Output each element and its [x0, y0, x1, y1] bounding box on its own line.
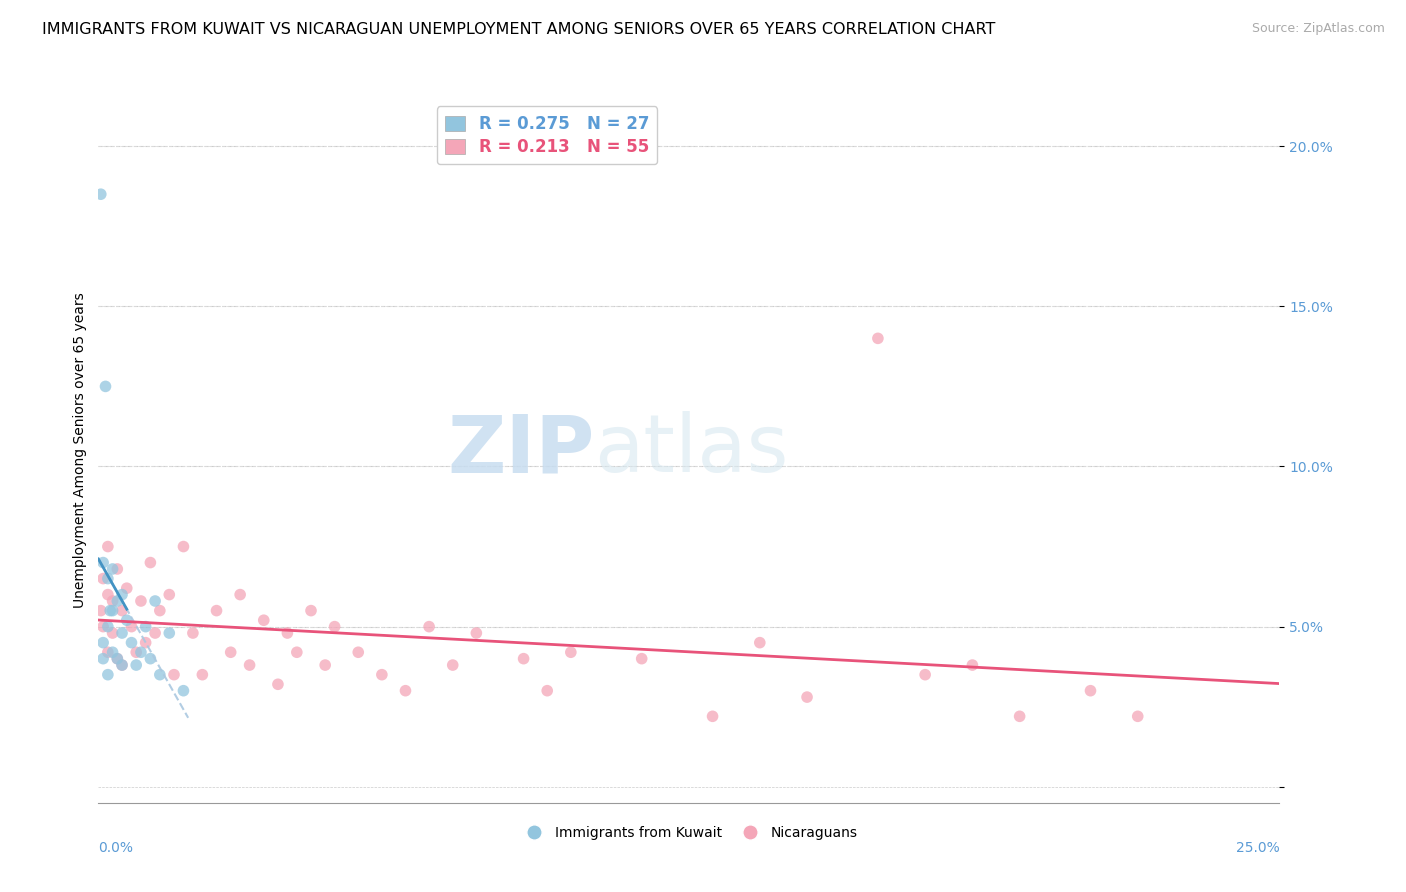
Point [465, 626, 488, 640]
Point [536, 683, 558, 698]
Point [111, 626, 134, 640]
Point [139, 556, 162, 570]
Point [91, 556, 114, 570]
Point [105, 594, 128, 608]
Point [101, 645, 124, 659]
Point [219, 645, 242, 659]
Point [1008, 709, 1031, 723]
Point [702, 709, 724, 723]
Point [172, 540, 194, 554]
Point [441, 658, 464, 673]
Y-axis label: Unemployment Among Seniors over 65 years: Unemployment Among Seniors over 65 years [73, 293, 87, 608]
Point [163, 667, 186, 681]
Point [276, 626, 298, 640]
Point [91, 635, 114, 649]
Point [914, 667, 936, 681]
Point [101, 604, 124, 618]
Point [121, 635, 143, 649]
Point [191, 667, 214, 681]
Point [314, 658, 336, 673]
Point [512, 651, 534, 665]
Point [91, 651, 114, 665]
Point [97, 588, 120, 602]
Point [139, 651, 162, 665]
Point [97, 540, 120, 554]
Point [111, 604, 134, 618]
Point [115, 581, 138, 595]
Point [90, 187, 112, 202]
Point [157, 588, 180, 602]
Point [105, 562, 128, 576]
Point [97, 667, 120, 681]
Point [101, 626, 124, 640]
Text: 0.0%: 0.0% [98, 841, 134, 855]
Point [97, 572, 120, 586]
Point [181, 626, 204, 640]
Point [101, 594, 124, 608]
Point [962, 658, 984, 673]
Point [105, 651, 128, 665]
Point [97, 619, 120, 633]
Point [143, 626, 166, 640]
Point [748, 635, 770, 649]
Text: atlas: atlas [595, 411, 789, 490]
Text: ZIP: ZIP [447, 411, 595, 490]
Point [90, 604, 112, 618]
Point [560, 645, 582, 659]
Point [125, 658, 148, 673]
Point [94, 379, 117, 393]
Point [149, 667, 172, 681]
Point [172, 683, 194, 698]
Point [91, 619, 114, 633]
Text: Source: ZipAtlas.com: Source: ZipAtlas.com [1251, 22, 1385, 36]
Point [239, 658, 262, 673]
Point [630, 651, 652, 665]
Point [115, 613, 138, 627]
Point [796, 690, 818, 705]
Point [105, 651, 128, 665]
Point [205, 604, 228, 618]
Point [111, 658, 134, 673]
Point [253, 613, 276, 627]
Point [299, 604, 322, 618]
Point [111, 588, 134, 602]
Point [157, 626, 180, 640]
Point [1080, 683, 1102, 698]
Point [418, 619, 440, 633]
Point [111, 658, 134, 673]
Point [91, 572, 114, 586]
Point [97, 645, 120, 659]
Legend: Immigrants from Kuwait, Nicaraguans: Immigrants from Kuwait, Nicaraguans [515, 820, 863, 846]
Point [347, 645, 370, 659]
Point [129, 645, 152, 659]
Point [121, 619, 143, 633]
Point [125, 645, 148, 659]
Point [394, 683, 416, 698]
Point [371, 667, 394, 681]
Point [323, 619, 346, 633]
Point [143, 594, 166, 608]
Point [135, 635, 157, 649]
Text: IMMIGRANTS FROM KUWAIT VS NICARAGUAN UNEMPLOYMENT AMONG SENIORS OVER 65 YEARS CO: IMMIGRANTS FROM KUWAIT VS NICARAGUAN UNE… [42, 22, 995, 37]
Point [1126, 709, 1149, 723]
Point [135, 619, 157, 633]
Point [229, 588, 252, 602]
Point [285, 645, 308, 659]
Point [149, 604, 172, 618]
Text: 25.0%: 25.0% [1236, 841, 1279, 855]
Point [267, 677, 290, 691]
Point [866, 331, 889, 345]
Point [101, 562, 124, 576]
Point [98, 604, 121, 618]
Point [129, 594, 152, 608]
